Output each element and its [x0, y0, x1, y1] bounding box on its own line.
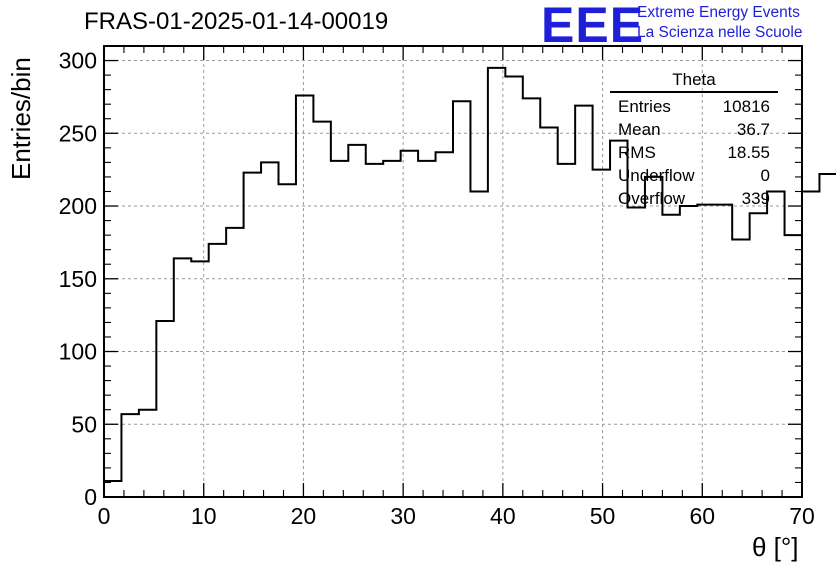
histogram-bin — [767, 191, 784, 497]
histogram-bin — [575, 106, 592, 497]
x-tick-label: 60 — [689, 503, 715, 529]
stats-value: 339 — [741, 189, 770, 208]
eee-logo: EEE — [541, 0, 645, 53]
histogram-bin — [296, 95, 313, 497]
histogram-outline — [104, 66, 836, 482]
histogram-bin — [540, 127, 557, 497]
histogram-bin — [313, 122, 330, 497]
histogram-bin — [558, 164, 575, 497]
y-tick-label: 200 — [59, 193, 97, 219]
histogram-bin — [488, 68, 505, 497]
histogram-bin — [662, 215, 679, 497]
x-tick-label: 40 — [490, 503, 516, 529]
histogram-bin — [785, 235, 802, 497]
histogram-bin — [436, 152, 453, 497]
stats-row-overflow: Overflow 339 — [610, 187, 778, 210]
histogram-bin — [226, 228, 243, 497]
stats-label: Entries — [618, 97, 671, 116]
histogram-bin — [750, 213, 767, 497]
stats-value: 36.7 — [736, 120, 770, 139]
stats-label: Mean — [618, 120, 661, 139]
stats-label: Underflow — [618, 166, 695, 185]
stats-row-mean: Mean 36.7 — [610, 118, 778, 141]
stats-box: Theta Entries 10816 Mean 36.7 RMS 18.55 … — [610, 70, 778, 210]
histogram-bin — [156, 321, 173, 497]
histogram-bin — [139, 410, 156, 497]
histogram-bin — [819, 174, 836, 497]
stats-row-underflow: Underflow 0 — [610, 164, 778, 187]
histogram-bin — [453, 101, 470, 497]
histogram-bin — [523, 98, 540, 497]
histogram-bin — [593, 170, 610, 497]
histogram-bin — [628, 207, 645, 497]
plot-frame — [103, 45, 803, 498]
x-tick-label: 30 — [390, 503, 416, 529]
stats-value: 0 — [760, 166, 770, 185]
stats-label: RMS — [618, 143, 656, 162]
stats-label: Overflow — [618, 189, 686, 208]
stats-value: 10816 — [722, 97, 770, 116]
y-tick-label: 250 — [59, 120, 97, 146]
histogram-bin — [244, 173, 261, 497]
chart-title: FRAS-01-2025-01-14-00019 — [84, 8, 389, 35]
histogram-bin — [418, 161, 435, 497]
x-tick-label: 0 — [98, 503, 111, 529]
logo-line-1: Extreme Energy Events — [637, 4, 800, 21]
stats-row-rms: RMS 18.55 — [610, 141, 778, 164]
histogram-bin — [348, 145, 365, 497]
histogram-bin — [645, 177, 662, 497]
histogram-bin — [121, 414, 138, 497]
histogram-bin — [470, 191, 487, 497]
x-tick-label: 20 — [291, 503, 317, 529]
y-tick-label: 150 — [59, 266, 97, 292]
histogram-bin — [732, 239, 749, 497]
y-tick-label: 300 — [59, 48, 97, 74]
histogram-bin — [209, 244, 226, 497]
logo-line-2: La Scienza nelle Scuole — [637, 24, 803, 41]
histogram-bin — [279, 184, 296, 497]
histogram-bin — [697, 205, 714, 497]
tick-labels: 0 10 20 30 40 50 60 70 0 50 100 150 200 250 300 — [59, 48, 815, 529]
x-tick-label: 10 — [191, 503, 217, 529]
y-tick-label: 100 — [59, 339, 97, 365]
histogram-bin — [715, 205, 732, 497]
histogram-bin — [505, 77, 522, 497]
histogram-bin — [366, 164, 383, 497]
histogram-bin — [383, 161, 400, 497]
histogram-bin — [680, 206, 697, 497]
histogram-bin — [174, 258, 191, 497]
histogram-bin — [802, 191, 819, 497]
histogram-bin — [261, 162, 278, 497]
histogram-bin — [331, 161, 348, 497]
x-tick-label: 70 — [789, 503, 815, 529]
y-tick-label: 50 — [71, 411, 97, 437]
y-axis-label: Entries/bin — [6, 57, 36, 180]
histogram-bin — [104, 481, 121, 497]
stats-value: 18.55 — [727, 143, 770, 162]
y-tick-label: 0 — [84, 484, 97, 510]
histogram-bin — [401, 151, 418, 497]
x-axis-label: θ [°] — [752, 532, 799, 562]
histogram-bin — [191, 261, 208, 497]
stats-title: Theta — [610, 70, 778, 93]
x-tick-label: 50 — [590, 503, 616, 529]
axis-ticks — [103, 46, 803, 498]
stats-row-entries: Entries 10816 — [610, 95, 778, 118]
